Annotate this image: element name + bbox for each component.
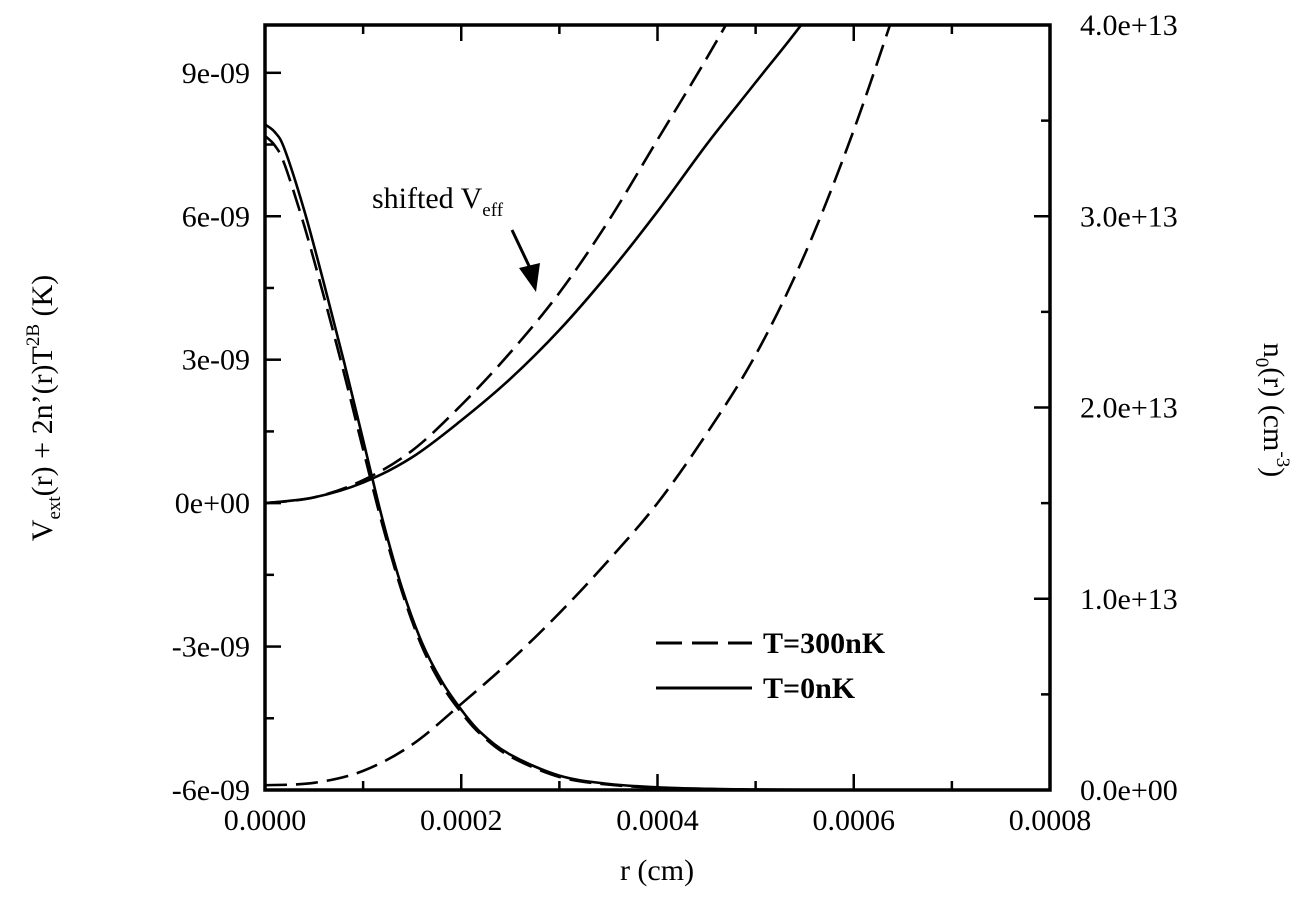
- y-left-tick-label: 3e-09: [182, 344, 250, 377]
- x-tick-label: 0.0004: [616, 804, 699, 837]
- left-y-title-sub: ext: [44, 496, 65, 520]
- svg-text:Vext(r) + 2n’(r)T2B (K): Vext(r) + 2n’(r)T2B (K): [23, 275, 65, 541]
- y-left-tick-label: 0e+00: [175, 487, 250, 520]
- left-y-axis-title: Vext(r) + 2n’(r)T2B (K): [23, 275, 65, 541]
- series-line-1-dashed-left: [265, 25, 728, 505]
- right-y-title-sup: -3: [1272, 451, 1293, 467]
- left-y-title-sup: 2B: [23, 324, 44, 346]
- y-left-tick-label: 9e-09: [182, 57, 250, 90]
- annotation-subscript: eff: [482, 200, 503, 221]
- ticks-layer: 0.0000 0.0002 0.0004 0.0006 0.0008 -6e-09 -3e-…: [172, 9, 1178, 837]
- y-right-tick-label: 0.0e+00: [1080, 774, 1178, 807]
- annotation-label: shifted Veff: [372, 182, 504, 221]
- series-layer: [265, 25, 1050, 790]
- left-y-title-main: V: [26, 519, 59, 541]
- legend-label-300nk: T=300nK: [763, 627, 886, 660]
- right-y-title-mid: (r) (cm: [1257, 367, 1290, 451]
- y-right-tick-label: 2.0e+13: [1080, 392, 1178, 425]
- series-line-3-solid-right: [265, 123, 1050, 790]
- y-right-tick-label: 1.0e+13: [1080, 583, 1178, 616]
- annotation-text: shifted V: [372, 182, 483, 215]
- right-y-axis-title: n0(r) (cm-3): [1251, 343, 1293, 477]
- plot-frame: [263, 23, 1052, 792]
- y-left-tick-label: 6e-09: [182, 200, 250, 233]
- y-right-tick-label: 4.0e+13: [1080, 9, 1178, 42]
- annotation-arrow: [510, 229, 540, 292]
- y-right-tick-label: 3.0e+13: [1080, 200, 1178, 233]
- svg-text:n0(r) (cm-3): n0(r) (cm-3): [1251, 343, 1293, 477]
- x-tick-label: 0.0000: [224, 804, 307, 837]
- right-y-title-sub: 0: [1251, 358, 1272, 368]
- x-tick-label: 0.0008: [1009, 804, 1092, 837]
- left-y-title-mid: (r) + 2n’(r)T: [26, 346, 59, 496]
- y-left-tick-label: -6e-09: [172, 774, 250, 807]
- legend: T=300nK T=0nK: [656, 627, 886, 705]
- series-line-4-dashed-right: [265, 134, 1050, 790]
- y-left-tick-label: -3e-09: [172, 631, 250, 664]
- legend-label-0nk: T=0nK: [763, 672, 856, 705]
- left-y-title-end: (K): [26, 275, 59, 324]
- series-line-2-dashed-left: [265, 25, 892, 787]
- right-y-title-end: ): [1257, 467, 1290, 477]
- x-axis-title: r (cm): [620, 854, 694, 887]
- right-y-title-main: n: [1257, 343, 1290, 358]
- x-tick-label: 0.0006: [813, 804, 896, 837]
- series-line-0-solid-left: [265, 25, 803, 505]
- x-tick-label: 0.0002: [420, 804, 503, 837]
